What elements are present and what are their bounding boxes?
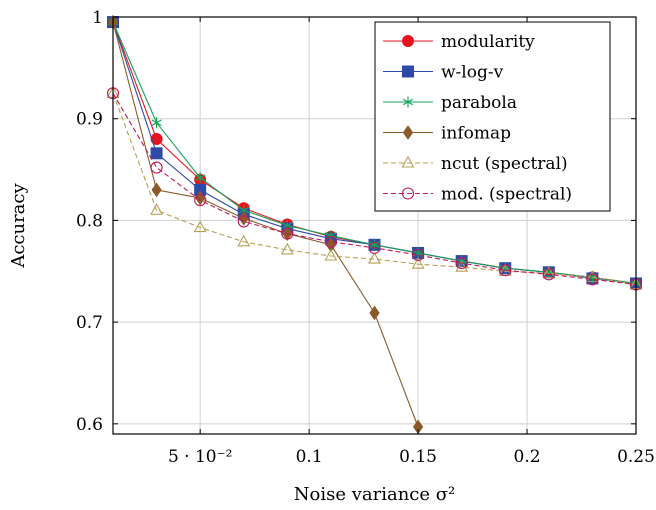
legend-marker-ncut-spectral (401, 155, 415, 168)
data-point-infomap (151, 182, 162, 198)
data-point-mod-spectral (237, 215, 250, 228)
x-tick-label: 0.15 (399, 447, 437, 467)
legend: modularity w-log-v parabola infomap ncut (sp… (374, 21, 611, 212)
data-point-infomap (369, 305, 380, 321)
data-point-mod-spectral (281, 227, 294, 240)
y-tick-label: 0.7 (76, 313, 103, 333)
data-point-ncut-spectral (455, 260, 469, 272)
data-point-mod-spectral (455, 257, 468, 270)
legend-label-parabola: parabola (441, 93, 517, 113)
axis-ticks: 5 · 10⁻² 0.1 0.15 0.2 0.25 0.6 0.7 0.8 0.9 1 (76, 8, 655, 467)
data-point-ncut-spectral (324, 248, 338, 261)
data-point-parabola (151, 117, 162, 129)
legend-label-mod-spectral: mod. (spectral) (441, 185, 572, 205)
series-lines (106, 14, 643, 435)
y-tick-label: 1 (92, 8, 103, 28)
data-point-ncut-spectral (368, 251, 381, 264)
legend-marker-parabola (402, 96, 414, 108)
data-point-ncut-spectral (411, 257, 425, 269)
series-ncut-spectral (106, 86, 643, 290)
legend-box (374, 21, 611, 212)
x-tick-label: 0.1 (296, 447, 323, 467)
y-tick-label: 0.6 (76, 415, 103, 435)
data-point-ncut-spectral (237, 234, 251, 247)
data-point-mod-spectral (324, 235, 337, 248)
data-point-mod-spectral (586, 273, 599, 286)
data-point-ncut-spectral (280, 242, 294, 255)
y-tick-label: 0.9 (76, 110, 103, 130)
data-point-mod-spectral (542, 268, 555, 281)
legend-marker-mod-spectral (401, 187, 415, 200)
data-point-mod-spectral (368, 241, 381, 254)
data-point-mod-spectral (150, 161, 163, 174)
data-point-parabola (195, 172, 206, 184)
data-point-ncut-spectral (150, 203, 164, 215)
y-axis-label: Accuracy (8, 183, 29, 269)
legend-label-infomap: infomap (441, 124, 511, 144)
x-tick-label: 0.25 (617, 447, 655, 467)
legend-marker-infomap (402, 125, 414, 140)
data-point-w-log-v (150, 147, 163, 160)
data-point-mod-spectral (194, 194, 207, 207)
data-point-mod-spectral (499, 264, 512, 277)
y-tick-label: 0.8 (76, 211, 103, 231)
x-tick-label: 5 · 10⁻² (168, 447, 232, 467)
series-line-ncut-spectral (112, 93, 637, 286)
x-tick-label: 0.2 (514, 447, 541, 467)
x-axis-label: Noise variance σ² (294, 484, 456, 505)
series-mod-spectral (106, 87, 643, 291)
legend-label-ncut-spectral: ncut (spectral) (441, 154, 568, 174)
legend-label-w-log-v: w-log-v (441, 63, 504, 83)
data-point-ncut-spectral (193, 220, 207, 233)
legend-label-modularity: modularity (441, 32, 535, 52)
series-line-infomap (112, 21, 419, 428)
data-point-mod-spectral (412, 248, 425, 262)
series-line-mod-spectral (112, 93, 637, 286)
data-point-ncut-spectral (542, 266, 556, 278)
legend-marker-modularity (402, 35, 414, 47)
plot-frame (112, 16, 637, 435)
data-point-modularity (150, 133, 163, 146)
legend-marker-w-log-v (402, 65, 414, 78)
data-point-ncut-spectral (585, 270, 599, 282)
